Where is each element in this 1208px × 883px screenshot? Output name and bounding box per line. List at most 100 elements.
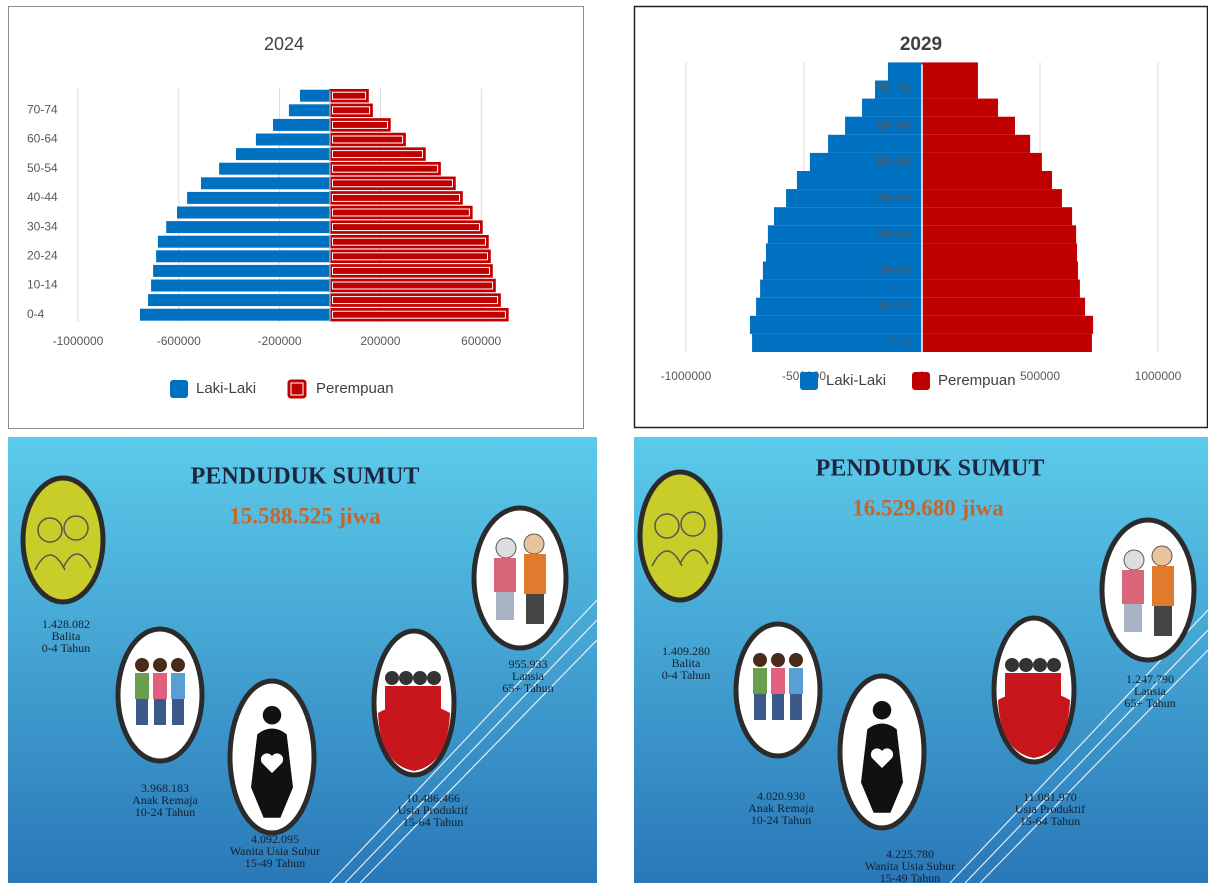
y-tick-label: 20-24 [27,248,58,262]
bar [330,104,372,116]
bar [219,163,330,175]
icon-figure [135,673,149,699]
bar [187,192,330,204]
chart-title: 2024 [264,34,304,54]
group-range: 15-64 Tahun [1020,814,1081,828]
icon-figure [771,653,785,667]
icon-figure [1152,546,1172,566]
icon-figure [524,534,544,554]
group-range: 15-49 Tahun [880,871,941,883]
group-range: 10-24 Tahun [135,805,196,819]
icon-figure [427,671,441,685]
bar [774,207,922,225]
bar [300,90,330,102]
icon-figure [1005,673,1019,713]
icon-figure [399,671,413,685]
bar [330,90,368,102]
bar [828,135,922,153]
bar [922,153,1042,171]
legend-label: Perempuan [316,380,394,397]
icon-figure [153,658,167,672]
y-tick-label: 60-64 [27,132,58,146]
bar [330,192,462,204]
bar [922,117,1015,135]
icon-figure [496,592,514,620]
icon-figure [753,653,767,667]
legend-label: Perempuan [938,372,1016,389]
group-range: 65+ Tahun [1124,696,1175,710]
bar [330,221,482,233]
group-icon [23,478,103,602]
bar [177,207,330,219]
bar [166,221,330,233]
icon-figure [1019,673,1033,713]
bar [922,298,1085,316]
y-tick-label: 50-54 [27,161,58,175]
x-tick-label: 1000000 [1135,369,1182,383]
bar [256,134,330,146]
bar [922,207,1072,225]
panel-title: PENDUDUK SUMUT [816,456,1045,482]
bar [330,177,455,189]
legend-label: Laki-Laki [826,372,886,389]
y-tick-label: 10–14 [877,299,911,313]
panel-total: 16.529.680 jiwa [852,495,1004,520]
x-tick-label: -600000 [157,334,201,348]
group-range: 15-64 Tahun [403,815,464,829]
bar [330,280,495,292]
icon-figure [1019,658,1033,672]
icon-figure [754,694,766,720]
bar [750,316,922,334]
bar [330,265,492,277]
bar [273,119,330,131]
group-range: 0-4 Tahun [42,641,91,655]
y-tick-label: 10-14 [27,278,58,292]
icon-figure [1047,673,1061,713]
group-icon [474,508,566,648]
bar [330,134,405,146]
bar [156,250,330,262]
group-range: 15-49 Tahun [245,856,306,870]
bar [922,316,1093,334]
icon-figure [399,686,413,726]
bar [151,280,330,292]
icon-figure [494,558,516,592]
y-tick-label: 30-34 [27,219,58,233]
icon-figure [153,673,167,699]
icon-figure [789,668,803,694]
x-tick-label: -1000000 [53,334,104,348]
bar [797,171,922,189]
icon-figure [496,538,516,558]
bar [236,148,330,160]
y-tick-label: 70-74 [27,102,58,116]
icon-figure [171,673,185,699]
icon-figure [1154,606,1172,636]
bar [922,225,1076,243]
icon-figure [171,658,185,672]
icon-figure [1033,673,1047,713]
bar [158,236,330,248]
bar [153,265,330,277]
chart-title: 2029 [900,34,942,55]
icon-figure [154,699,166,725]
bar [330,250,490,262]
icon-figure [1152,566,1174,606]
icon-figure [1122,570,1144,604]
y-tick-label: 70–74 [877,82,911,96]
icon-figure [771,668,785,694]
x-tick-label: -1000000 [661,369,712,383]
bar [140,309,330,321]
x-tick-label: 500000 [1020,369,1060,383]
bar [888,62,922,80]
icon-figure [427,686,441,726]
bar [922,189,1062,207]
legend-label: Laki-Laki [196,380,256,397]
page: 20240-410-1420-2430-3440-4450-5460-6470-… [0,0,1208,883]
panel-title: PENDUDUK SUMUT [191,464,420,490]
bar [862,99,922,117]
bar [330,236,488,248]
y-tick-label: 0-4 [27,307,45,321]
bar [330,119,390,131]
bar [330,207,472,219]
bar [330,294,500,306]
